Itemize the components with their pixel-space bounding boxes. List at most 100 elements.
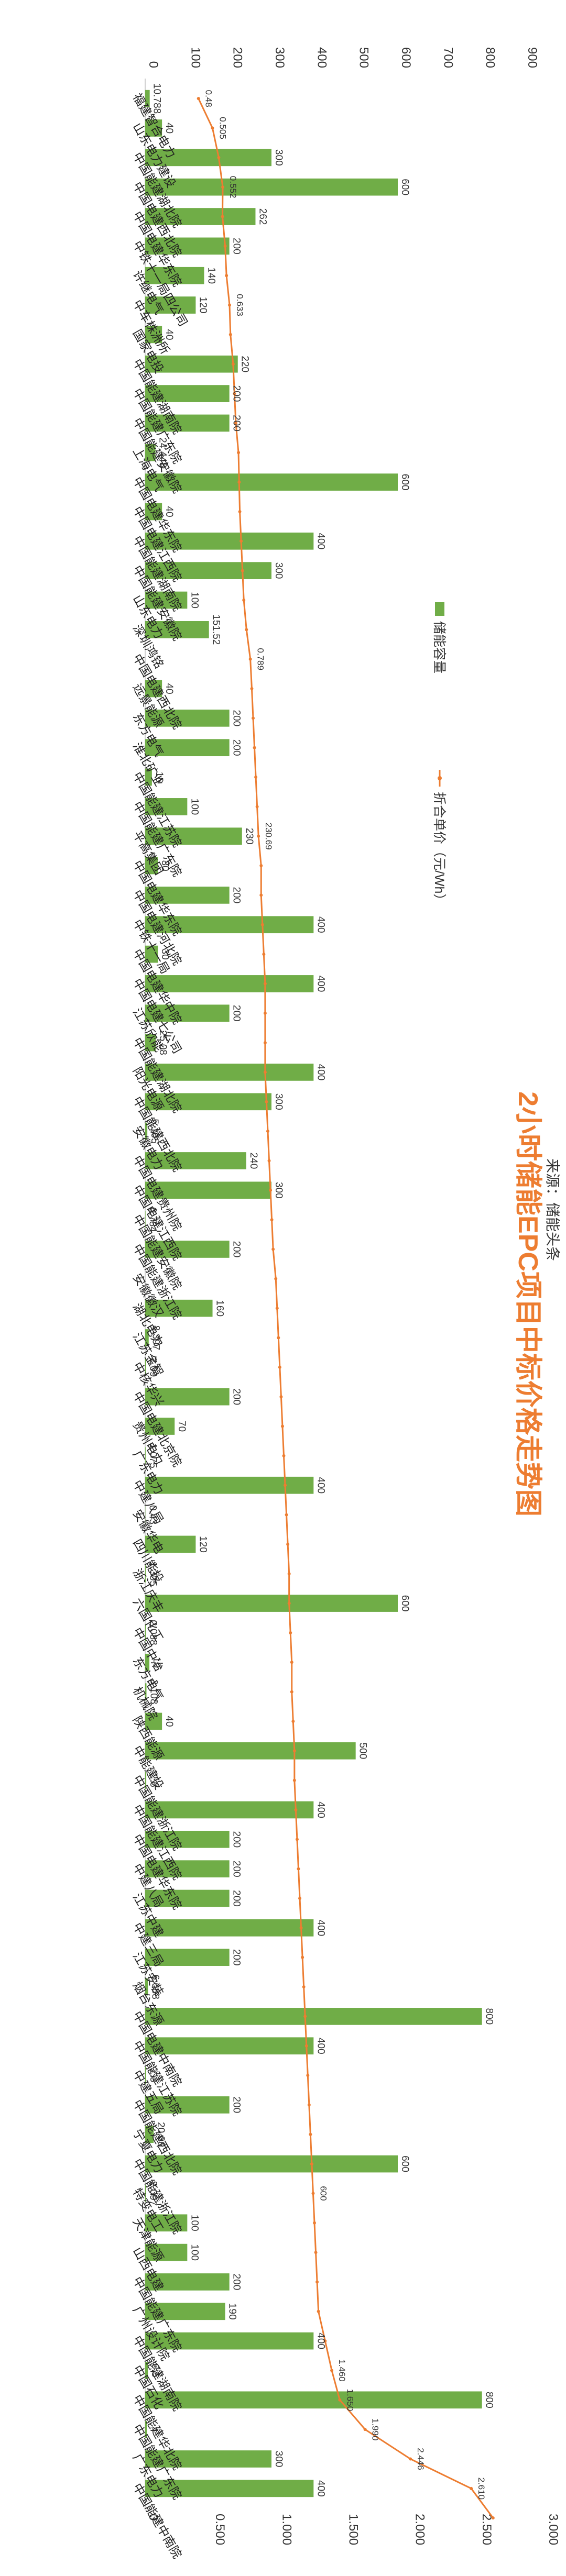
- capacity-bar: [145, 1034, 156, 1052]
- price-tick-label: 1.000: [279, 2514, 293, 2545]
- price-tick-label: 2.500: [480, 2514, 494, 2545]
- capacity-value-label: 200: [231, 1861, 242, 1877]
- price-line: [198, 98, 494, 2519]
- price-point: [491, 2516, 495, 2520]
- capacity-bar: [145, 1860, 230, 1877]
- capacity-value-label: 400: [315, 1477, 326, 1494]
- capacity-value-label: 25.08: [157, 1030, 168, 1055]
- capacity-bar: [145, 2273, 230, 2291]
- price-point: [234, 421, 237, 425]
- price-point: [297, 1867, 300, 1871]
- capacity-bar: [145, 2391, 482, 2409]
- capacity-bar: [145, 503, 162, 521]
- capacity-bar: [145, 149, 271, 167]
- capacity-value-label: 200: [231, 238, 242, 255]
- price-point: [221, 185, 225, 189]
- capacity-bar: [145, 2214, 188, 2232]
- price-point: [267, 1159, 271, 1163]
- price-point: [271, 1247, 275, 1251]
- price-point: [254, 776, 258, 779]
- capacity-value-label: 400: [315, 1919, 326, 1936]
- capacity-bar: [145, 2450, 271, 2468]
- capacity-bar: [145, 2332, 314, 2350]
- price-point: [223, 244, 227, 248]
- capacity-value-label: 2.09: [148, 1357, 159, 1377]
- price-point: [304, 2044, 308, 2048]
- capacity-value-label: 3.108: [148, 1679, 159, 1705]
- capacity-value-label: 400: [315, 2332, 326, 2349]
- capacity-value-label: 300: [273, 1093, 284, 1110]
- capacity-bar: [145, 945, 158, 963]
- capacity-bar: [145, 975, 314, 992]
- capacity-value-label: 200: [231, 739, 242, 756]
- capacity-bar: [145, 1064, 314, 1081]
- price-point-label: 2.610: [476, 2478, 486, 2500]
- capacity-bar: [145, 1388, 230, 1406]
- price-point: [217, 156, 221, 159]
- capacity-bar: [145, 267, 204, 284]
- capacity-tick-label: 700: [441, 47, 455, 68]
- capacity-tick-label: 0: [146, 61, 160, 68]
- capacity-value-label: 300: [273, 1182, 284, 1199]
- capacity-bar: [145, 2155, 398, 2173]
- capacity-value-label: 16: [154, 771, 165, 782]
- price-point-label: 1.990: [371, 2418, 380, 2441]
- capacity-bar: [145, 2303, 225, 2320]
- price-tick-label: 0.500: [213, 2514, 227, 2545]
- price-point: [306, 2074, 310, 2077]
- capacity-value-label: 200: [231, 1831, 242, 1848]
- capacity-value-label: 262: [257, 208, 268, 225]
- capacity-bar: [145, 532, 314, 550]
- price-point: [310, 2162, 313, 2166]
- price-point: [470, 2486, 473, 2490]
- capacity-value-label: 200: [231, 415, 242, 432]
- capacity-value-label: 200: [231, 1388, 242, 1405]
- price-point: [238, 510, 242, 513]
- capacity-value-label: 600: [399, 474, 410, 491]
- price-point: [250, 687, 254, 690]
- capacity-tick-label: 200: [231, 47, 245, 68]
- price-point: [240, 539, 243, 543]
- capacity-bar: [145, 621, 209, 638]
- capacity-bar: [145, 237, 230, 255]
- capacity-bar: [145, 768, 152, 786]
- price-point: [259, 893, 263, 897]
- price-point: [231, 362, 235, 366]
- legend-swatch-marker: [438, 776, 442, 780]
- capacity-bar: [145, 1299, 213, 1317]
- capacity-bar: [145, 1949, 230, 1966]
- capacity-value-label: 200: [231, 887, 242, 904]
- capacity-bar: [145, 1181, 271, 1199]
- capacity-value-label: 600: [399, 1595, 410, 1612]
- price-point: [278, 1365, 281, 1369]
- capacity-value-label: 200: [231, 710, 242, 726]
- capacity-value-label: 2.088: [148, 1620, 159, 1645]
- price-point: [245, 628, 248, 632]
- capacity-bar: [145, 1595, 398, 1612]
- capacity-bar: [145, 1358, 146, 1376]
- price-point-label: 0.505: [217, 117, 227, 139]
- price-point: [285, 1513, 288, 1517]
- capacity-value-label: 30: [159, 949, 170, 960]
- title-block: 2小时储能EPC项目中标价格走势图 来源：储能头条: [513, 1091, 561, 1517]
- capacity-value-label: 140: [205, 267, 216, 284]
- price-tick-label: 3.000: [546, 2514, 560, 2545]
- price-point: [241, 569, 244, 572]
- capacity-bar: [145, 1447, 146, 1465]
- capacity-bar: [145, 355, 238, 373]
- price-point: [311, 2192, 315, 2195]
- capacity-value-label: 800: [484, 2392, 495, 2408]
- bars-layer: [145, 90, 482, 2497]
- capacity-bar: [145, 385, 230, 402]
- price-point: [315, 2280, 319, 2284]
- capacity-bar: [145, 2420, 147, 2438]
- capacity-value-label: 400: [315, 1064, 326, 1081]
- price-point: [282, 1454, 286, 1457]
- price-point: [314, 2251, 318, 2254]
- price-point: [228, 333, 232, 336]
- capacity-bar: [145, 2480, 314, 2497]
- price-point: [287, 1601, 291, 1605]
- price-point: [269, 1188, 273, 1192]
- price-point: [263, 1041, 267, 1045]
- capacity-value-label: 6.688: [149, 1974, 160, 1999]
